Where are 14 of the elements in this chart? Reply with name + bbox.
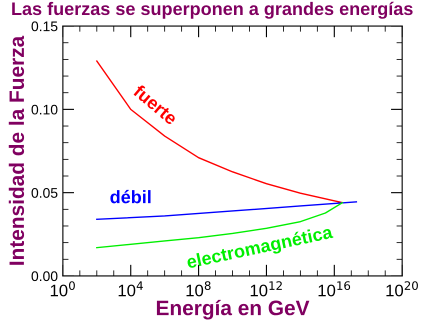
y-tick-label: 0.00 (32, 271, 58, 282)
x-tick-label: 10$^{16}$ (318, 281, 350, 296)
x-tick-label: 10$^{8}$ (186, 281, 211, 296)
chart-title: Las fuerzas se superponen a grandes energías (12, 2, 413, 19)
y-tick-label: 0.15 (32, 21, 58, 32)
y-tick-label: 0.10 (32, 104, 58, 115)
x-axis-title: Energía en GeV (156, 300, 310, 320)
x-tick-label: 10$^{12}$ (250, 281, 282, 296)
x-tick-label: 10$^{0}$ (50, 281, 75, 296)
x-tick-label: 10$^{4}$ (118, 281, 143, 296)
annotation: débil (110, 190, 151, 204)
x-tick-label: 10$^{20}$ (386, 281, 418, 296)
y-tick-label: 0.05 (32, 188, 58, 198)
y-axis-title: Intensidad de la Fuerza (8, 36, 24, 265)
